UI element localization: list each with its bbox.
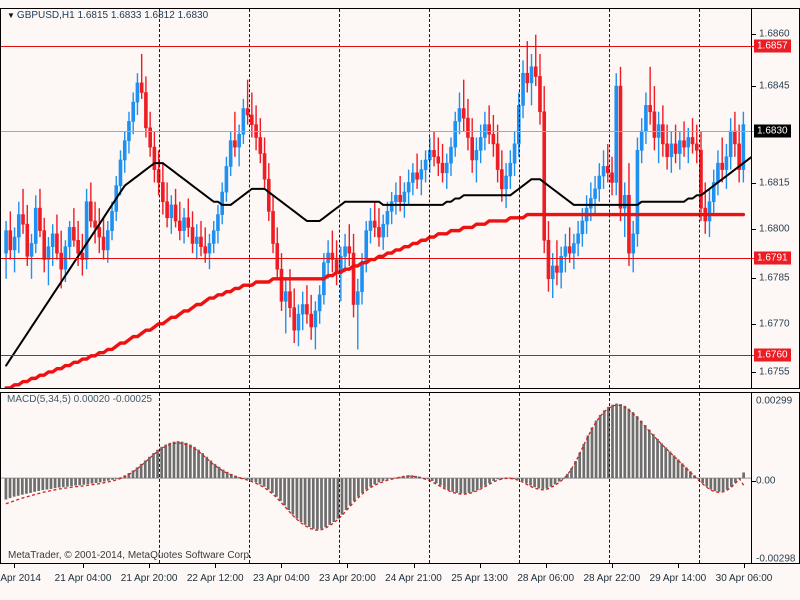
vertical-gridline (429, 9, 430, 388)
price-chart-canvas (4, 34, 751, 388)
macd-tick-label: 0.00 (756, 475, 776, 487)
price-level-tag[interactable]: 1.6791 (754, 251, 791, 265)
time-tick-mark (149, 564, 151, 568)
current-price-tag[interactable]: 1.6830 (754, 124, 791, 138)
time-tick-mark (14, 564, 15, 568)
time-tick-mark (677, 564, 679, 568)
price-tick-mark (752, 86, 756, 87)
vertical-gridline (159, 393, 160, 563)
time-tick-mark (83, 564, 85, 568)
price-scale[interactable]: 1.6860 1.6845 1.6830 1.6815 1.6800 1.6785 1.67… (752, 8, 800, 389)
price-tick-label: 1.6815 (759, 177, 790, 189)
price-tick-label: 1.6755 (759, 366, 790, 378)
time-tick-label: 23 Apr 20:00 (319, 573, 376, 584)
price-tick-label: 1.6845 (759, 80, 790, 92)
price-tick-mark (752, 372, 756, 373)
symbol-bar (0, 0, 800, 9)
price-level-tag[interactable]: 1.6857 (754, 39, 791, 53)
price-tick-label: 1.6785 (759, 272, 790, 284)
vertical-gridline (159, 9, 160, 388)
price-tag-connector (752, 355, 755, 356)
time-tick-label: 18 Apr 2014 (0, 573, 41, 584)
time-tick-label: 23 Apr 04:00 (252, 573, 310, 584)
copyright-text: MetaTrader, © 2001-2014, MetaQuotes Soft… (8, 550, 252, 561)
price-tick-mark (752, 229, 756, 230)
price-tick-label: 1.6800 (759, 223, 790, 235)
vertical-gridline (699, 9, 700, 388)
price-tick-label: 1.6770 (759, 318, 790, 330)
time-tick-label: 28 Apr 22:00 (583, 573, 641, 584)
macd-chart-canvas (1, 403, 751, 531)
vertical-gridline (339, 393, 340, 563)
time-tick-label: 21 Apr 04:00 (54, 573, 112, 584)
vertical-gridline (249, 9, 250, 388)
vertical-gridline (429, 393, 430, 563)
time-tick-mark (215, 564, 217, 568)
price-tick-label: 1.6860 (759, 28, 790, 40)
price-tick-mark (752, 324, 756, 325)
time-tick-label: 21 Apr 20:00 (120, 573, 178, 584)
price-tick-mark (752, 34, 756, 35)
time-tick-mark (281, 564, 283, 568)
price-tag-connector (752, 46, 755, 47)
price-level-line[interactable] (1, 258, 751, 259)
time-tick-mark (413, 564, 415, 568)
macd-scale: 0.00299 0.00 -0.00298 (752, 392, 800, 564)
price-tick-mark (752, 183, 756, 184)
time-tick-mark (744, 564, 745, 568)
chart-symbol-title: ▼ GBPUSD,H1 1.6815 1.6833 1.6812 1.6830 (7, 10, 208, 21)
time-tick-label: 29 Apr 14:00 (649, 573, 707, 584)
vertical-gridline (609, 393, 610, 563)
current-price-line[interactable] (1, 131, 751, 132)
time-tick-label: 22 Apr 12:00 (186, 573, 244, 584)
price-level-line[interactable] (1, 355, 751, 356)
macd-indicator-panel[interactable]: MACD(5,34,5) 0.00020 -0.00025 MetaTrader… (0, 392, 752, 564)
price-tick-mark (752, 278, 756, 279)
price-tag-connector (752, 258, 755, 259)
macd-indicator-label: MACD(5,34,5) 0.00020 -0.00025 (7, 394, 153, 405)
time-tick-label: 25 Apr 13:00 (451, 573, 508, 584)
price-chart-panel[interactable]: ▼ GBPUSD,H1 1.6815 1.6833 1.6812 1.6830 (0, 8, 752, 389)
vertical-gridline (519, 9, 520, 388)
macd-tick-mark (752, 481, 756, 482)
time-axis[interactable]: 18 Apr 2014 21 Apr 04:00 21 Apr 20:00 22 Ap… (0, 564, 800, 600)
price-level-tag[interactable]: 1.6760 (754, 348, 791, 362)
price-tag-connector (752, 131, 755, 132)
time-tick-mark (479, 564, 481, 568)
time-tick-label: 30 Apr 06:00 (715, 573, 773, 584)
time-tick-mark (347, 564, 349, 568)
vertical-gridline (249, 393, 250, 563)
symbol-ohlc-text: GBPUSD,H1 1.6815 1.6833 1.6812 1.6830 (16, 10, 209, 21)
time-tick-mark (611, 564, 613, 568)
vertical-gridline (339, 9, 340, 388)
vertical-gridline (699, 393, 700, 563)
collapse-arrow-icon[interactable]: ▼ (7, 10, 15, 20)
time-tick-mark (545, 564, 547, 568)
macd-tick-label: -0.00298 (756, 553, 796, 564)
price-level-line[interactable] (1, 46, 751, 47)
vertical-gridline (519, 393, 520, 563)
macd-tick-label: 0.00299 (756, 395, 793, 407)
vertical-gridline (609, 9, 610, 388)
time-tick-label: 24 Apr 21:00 (385, 573, 442, 584)
time-tick-label: 28 Apr 06:00 (517, 573, 575, 584)
